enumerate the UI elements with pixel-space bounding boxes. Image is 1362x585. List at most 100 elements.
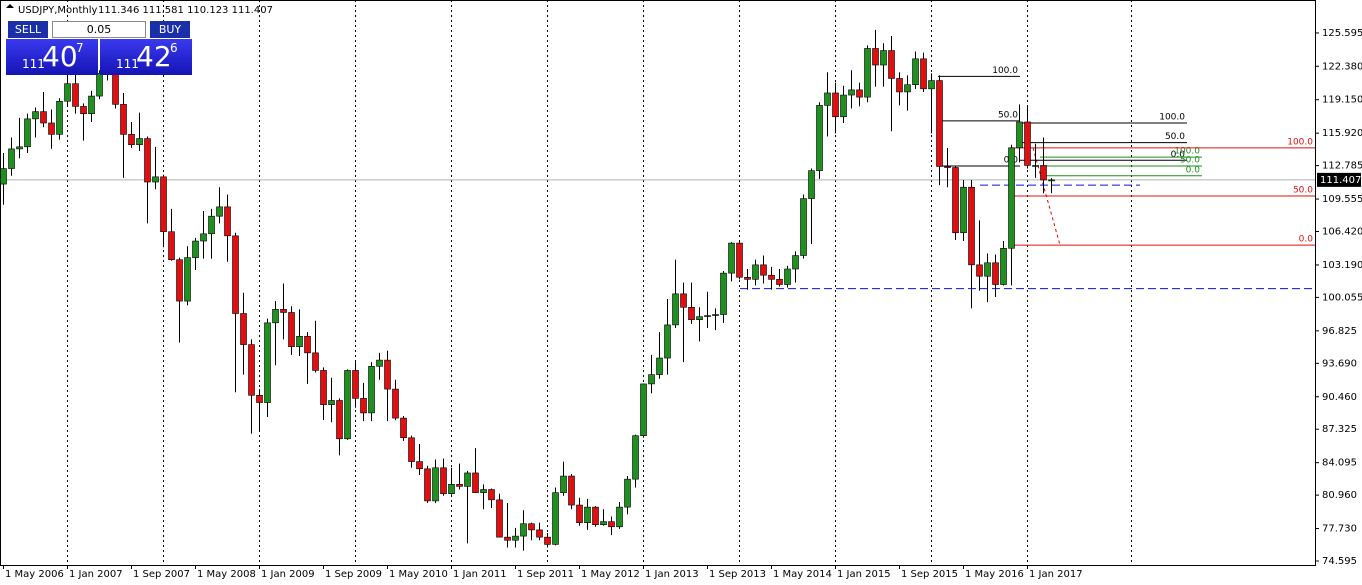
candle-body [520,523,527,537]
candle-body [368,366,375,414]
x-tick-label: 1 Jan 2015 [837,569,891,580]
y-tick-label: 106.420 [1322,227,1362,238]
candle-body [416,461,423,470]
candle-body [288,312,295,347]
candle-body [376,359,383,367]
candle-body [384,359,391,390]
sell-button[interactable]: SELL [8,21,48,38]
y-tick-label: 103.190 [1322,260,1362,271]
candle-body [496,499,503,538]
buy-button[interactable]: BUY [150,21,190,38]
candle-body [536,529,543,538]
candle-body [808,170,815,199]
candle-body [960,186,967,234]
candle-body [760,264,767,276]
x-tick-label: 1 Jan 2017 [1029,569,1083,580]
candle-body [328,400,335,405]
candle-body [336,400,343,440]
candle-body [1000,247,1007,285]
candle-body [992,262,999,285]
candle-body [24,118,31,148]
candle-body [744,276,751,280]
candle-body [208,215,215,235]
trend-line [1032,147,1061,246]
candle-body [736,242,743,278]
fib-label: 0.0 [1299,235,1314,245]
candle-body [568,475,575,506]
price-pip: 7 [76,41,84,55]
candle-body [816,105,823,171]
candle-body [344,370,351,440]
candle-body [656,357,663,375]
candle-body [824,92,831,106]
candle-body [624,478,631,508]
candle-body [616,506,623,528]
candle-body [88,95,95,114]
sell-price[interactable]: 111 40 7 [6,39,98,75]
candle-body [712,314,719,316]
candle-body [512,535,519,541]
candle-body [968,186,975,266]
candle-body [120,104,127,135]
ohlc-info: 111.346 111.581 110.123 111.407 [98,5,273,16]
candle-body [168,231,175,260]
candle-body [272,309,279,324]
x-tick-label: 1 Jan 2011 [453,569,507,580]
candle-body [768,274,775,280]
y-tick-label: 119.150 [1322,95,1362,106]
price-pip: 6 [170,41,178,55]
y-tick-label: 93.690 [1322,358,1357,369]
candle-body [552,492,559,545]
y-tick-label: 87.325 [1322,424,1357,435]
candle-body [400,417,407,439]
candle-body [360,398,367,414]
candle-body [632,435,639,480]
candle-body [560,475,567,493]
candle-body [280,309,287,313]
candle-body [488,489,495,501]
candle-body [1032,165,1039,167]
fib-label: 50.0 [1293,185,1313,195]
y-tick-label: 115.920 [1322,128,1362,139]
y-tick-label: 109.555 [1322,194,1362,205]
candle-body [584,506,591,523]
price-main: 42 [136,40,172,73]
candle-body [320,370,327,405]
candle-body [304,335,311,354]
lot-input[interactable]: 0.05 [52,21,146,38]
candle-body [1040,165,1047,181]
candle-body [688,306,695,321]
candle-body [640,383,647,436]
candle-body [352,370,359,399]
candle-body [752,264,759,280]
candle-body [472,472,479,493]
candle-body [904,84,911,93]
candle-body [16,146,23,150]
candle-body [448,484,455,494]
x-tick-label: 1 May 2016 [965,569,1024,580]
candle-body [264,322,271,403]
candle-body [248,344,255,396]
candle-body [952,167,959,234]
candle-body [176,259,183,302]
y-tick-label: 74.595 [1322,556,1357,567]
candle-body [1008,147,1015,249]
price-prefix: 111 [116,57,139,71]
candle-body [672,293,679,326]
buy-price[interactable]: 111 42 6 [100,39,192,75]
x-tick-label: 1 Jan 2007 [69,569,123,580]
candle-body [680,293,687,308]
collapse-icon[interactable] [6,4,14,8]
candle-body [544,536,551,545]
candle-body [920,58,927,90]
fib-label: 50.0 [1180,155,1200,165]
candle-body [840,94,847,118]
fib-label: 100.0 [1159,113,1185,123]
x-tick-label: 1 May 2008 [197,569,256,580]
candle-body [928,80,935,90]
trade-panel: SELL 0.05 BUY 111 40 7 111 42 6 [6,20,192,76]
candle-body [800,198,807,256]
y-tick-label: 96.825 [1322,326,1357,337]
fib-label: 100.0 [1174,147,1200,157]
